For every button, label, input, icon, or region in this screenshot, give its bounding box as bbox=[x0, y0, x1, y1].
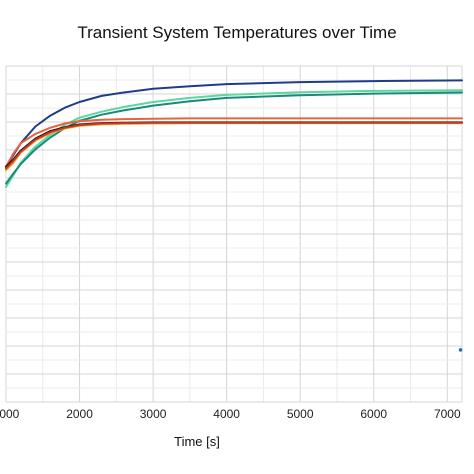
data-point-1 bbox=[458, 348, 463, 352]
x-tick-label: 3000 bbox=[140, 407, 167, 421]
series-layer bbox=[5, 79, 463, 188]
x-tick-label: 1000 bbox=[0, 407, 20, 421]
series-line-1 bbox=[5, 79, 463, 168]
grid bbox=[5, 65, 463, 403]
x-tick-label: 7000 bbox=[434, 407, 461, 421]
x-axis-label: Time [s] bbox=[174, 434, 220, 449]
series-line-4 bbox=[5, 117, 463, 168]
series-line-2 bbox=[5, 89, 463, 188]
series-line-3 bbox=[5, 91, 463, 185]
series-line-7 bbox=[5, 121, 463, 170]
x-ticks: 1000 2000 3000 4000 5000 6000 7000 bbox=[0, 407, 461, 421]
x-tick-label: 5000 bbox=[287, 407, 314, 421]
series-line-6 bbox=[5, 121, 463, 168]
x-tick-label: 4000 bbox=[213, 407, 240, 421]
x-tick-label: 2000 bbox=[66, 407, 93, 421]
series-line-5 bbox=[5, 122, 463, 172]
chart-title: Transient System Temperatures over Time bbox=[77, 23, 396, 42]
point-layer bbox=[458, 348, 463, 352]
x-tick-label: 6000 bbox=[360, 407, 387, 421]
